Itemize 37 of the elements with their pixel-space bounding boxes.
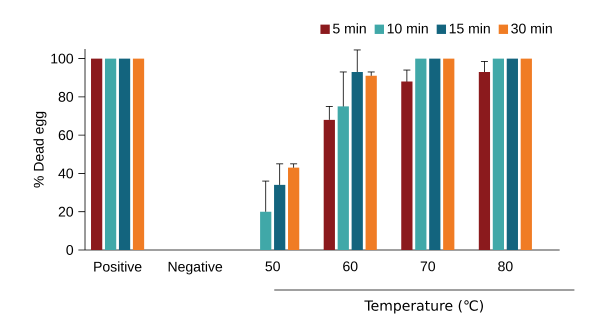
y-tick-label: 20 (58, 206, 74, 217)
x-tick-label: 50 (265, 261, 280, 272)
x-tick-label: 70 (420, 261, 436, 272)
bar (429, 58, 440, 250)
bar (401, 82, 412, 250)
y-axis-title: % Dead egg (33, 112, 46, 188)
y-tick-label: 0 (66, 245, 74, 255)
bar (443, 58, 454, 250)
bar (506, 58, 518, 250)
x-tick-label: Positive (94, 261, 142, 272)
legend-label: 5 min (333, 23, 366, 34)
bar (338, 106, 349, 250)
bar (104, 58, 116, 250)
bar (324, 120, 335, 250)
bar (288, 168, 300, 250)
bar (260, 212, 272, 250)
legend-label: 30 min (511, 23, 552, 34)
x-axis-title: Temperature (℃) (364, 300, 483, 314)
x-tick-label: 60 (343, 261, 358, 272)
legend-label: 15 min (450, 23, 490, 34)
x-tick-label: Negative (168, 261, 222, 274)
bar (520, 58, 532, 250)
x-tick-label: 80 (498, 261, 513, 272)
bar (415, 58, 426, 250)
y-tick-label: 60 (58, 130, 74, 140)
bar (274, 184, 286, 250)
bar (352, 72, 363, 250)
y-tick-label: 80 (58, 92, 74, 102)
bar (132, 58, 144, 250)
bar (492, 58, 504, 250)
bar (478, 72, 490, 250)
legend-label: 10 min (388, 23, 428, 34)
bar (366, 76, 377, 250)
y-tick-label: 40 (58, 168, 74, 178)
y-tick-label: 100 (51, 54, 74, 64)
bar (118, 58, 130, 250)
bar (91, 58, 102, 250)
